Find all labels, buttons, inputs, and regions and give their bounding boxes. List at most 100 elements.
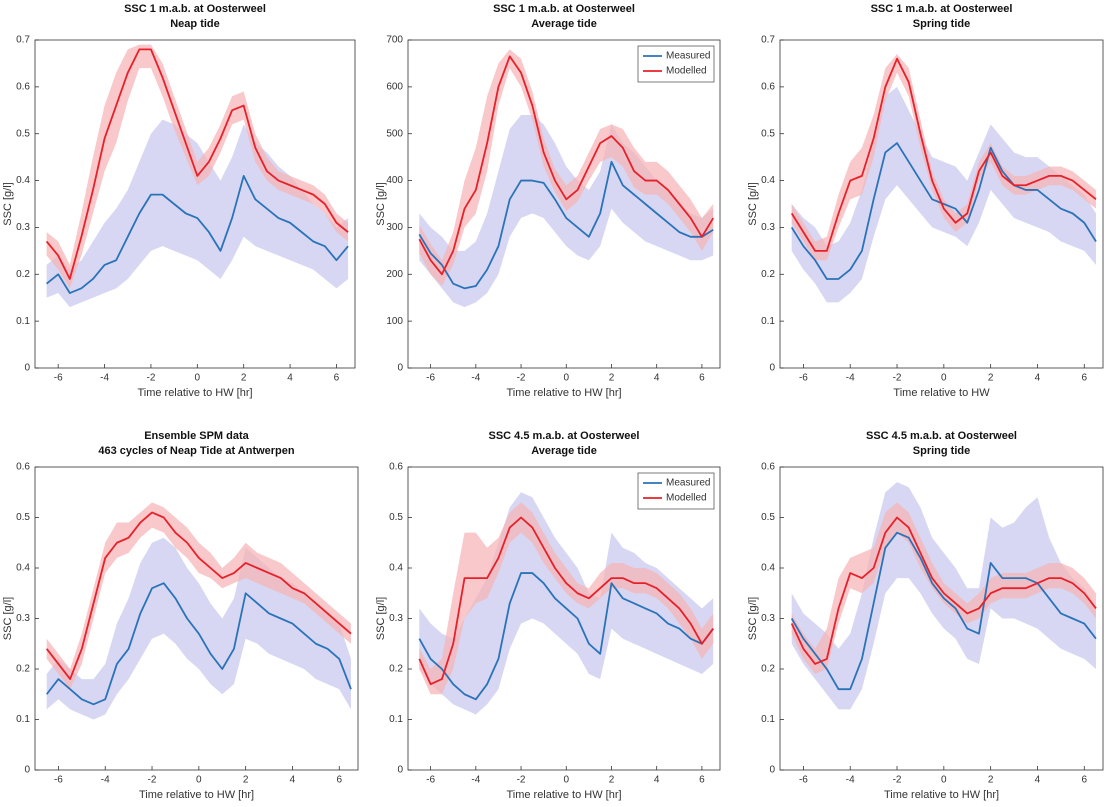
x-tick-label: -2 [148,775,157,786]
x-tick-label: -4 [101,775,110,786]
y-axis-label: SSC [g/l] [375,182,387,225]
y-tick-label: 0.1 [16,316,30,327]
x-tick-label: -6 [799,775,808,786]
chart-title: SSC 4.5 m.a.b. at Oosterweel [866,430,1017,442]
panel: Ensemble SPM data 463 cycles of Neap Tide… [2,430,359,801]
axes-box [407,39,721,369]
y-tick-label: 0.7 [16,35,30,46]
y-tick-label: 0.6 [16,462,30,473]
y-axis-label: SSC [g/l] [2,597,14,640]
x-tick-label: 0 [941,775,947,786]
y-tick-label: 0.4 [761,175,775,186]
y-tick-label: 200 [386,269,403,280]
y-tick-label: 0.1 [761,714,775,725]
x-tick-label: 2 [609,775,615,786]
series-line [46,174,349,294]
panel: SSC 1 m.a.b. at Oosterweel Average tide Ti… [375,3,721,399]
series-line [790,142,1097,280]
y-tick-label: 0.4 [16,563,30,574]
y-tick-label: 0.1 [389,714,403,725]
x-tick-label: 4 [290,775,296,786]
chart-subtitle: Spring tide [913,18,970,30]
y-tick-label: 0.5 [16,128,30,139]
x-tick-label: -2 [517,373,526,384]
y-tick-label: 300 [386,222,403,233]
range-band [791,86,1096,303]
legend-label: Measured [666,478,710,489]
y-tick-label: 0 [397,765,403,776]
x-tick-label: -6 [799,373,808,384]
x-tick-label: 6 [1081,775,1087,786]
x-tick-label: 6 [336,775,342,786]
y-tick-label: 0 [769,363,775,374]
y-tick-label: 0.4 [761,563,775,574]
y-tick-label: 0.5 [761,128,775,139]
y-tick-label: 0 [24,765,30,776]
axes-box [779,39,1104,369]
series-line [45,48,349,280]
x-tick-label: -4 [846,775,855,786]
x-tick-label: -4 [846,373,855,384]
y-tick-label: 0.7 [761,35,775,46]
y-tick-label: 0.6 [389,462,403,473]
x-tick-label: 2 [988,775,994,786]
series-line [418,160,714,290]
y-tick-label: 0.6 [16,81,30,92]
chart-title: SSC 1 m.a.b. at Oosterweel [871,3,1013,15]
y-tick-label: 0.4 [389,563,403,574]
y-tick-label: 600 [386,81,403,92]
x-tick-label: 0 [563,373,569,384]
x-tick-label: 4 [1035,373,1041,384]
x-tick-label: 6 [699,775,705,786]
x-tick-label: 6 [1081,373,1087,384]
x-tick-label: -4 [471,775,480,786]
axes-box [34,39,356,369]
x-tick-label: -6 [54,775,63,786]
x-tick-label: -4 [100,373,109,384]
x-tick-label: 6 [334,373,340,384]
legend-box [637,472,715,510]
x-tick-label: -2 [146,373,155,384]
x-axis-label: Time relative to HW [893,387,990,399]
range-band [419,502,714,695]
range-band [791,502,1096,675]
y-tick-label: 500 [386,128,403,139]
chart-subtitle: Average tide [531,18,597,30]
y-tick-label: 0 [24,363,30,374]
x-tick-label: 2 [609,373,615,384]
panel: SSC 4.5 m.a.b. at Oosterweel Average tide… [375,430,721,801]
range-band [46,44,349,289]
range-band [419,492,714,715]
x-axis-label: Time relative to HW [hr] [884,789,999,801]
y-tick-label: 0.3 [761,222,775,233]
panel: SSC 4.5 m.a.b. at Oosterweel Spring tide T… [747,430,1104,801]
range-band [419,49,714,286]
x-axis-label: Time relative to HW [hr] [506,789,621,801]
x-axis-label: Time relative to HW [hr] [139,789,254,801]
y-tick-label: 0.1 [761,316,775,327]
x-tick-label: -6 [426,775,435,786]
panel: SSC 1 m.a.b. at Oosterweel Spring tide Tim… [747,3,1104,399]
chart-subtitle: Average tide [531,445,597,457]
y-tick-label: 0.6 [761,462,775,473]
x-axis-label: Time relative to HW [hr] [137,387,252,399]
chart-subtitle: Neap tide [170,18,220,30]
series-line [418,516,714,686]
chart-subtitle: Spring tide [913,445,970,457]
y-axis-label: SSC [g/l] [747,597,759,640]
x-tick-label: -4 [471,373,480,384]
y-tick-label: 0.6 [761,81,775,92]
y-tick-label: 0.3 [389,613,403,624]
y-tick-label: 0.5 [16,512,30,523]
range-band [46,502,351,690]
x-tick-label: 2 [243,775,249,786]
y-tick-label: 0.2 [16,269,30,280]
x-tick-label: 2 [241,373,247,384]
y-axis-label: SSC [g/l] [375,597,387,640]
chart-title: Ensemble SPM data [144,430,249,442]
y-tick-label: 0.3 [761,613,775,624]
y-tick-label: 0.3 [16,222,30,233]
series-line [790,57,1097,252]
chart-title: SSC 1 m.a.b. at Oosterweel [493,3,635,15]
